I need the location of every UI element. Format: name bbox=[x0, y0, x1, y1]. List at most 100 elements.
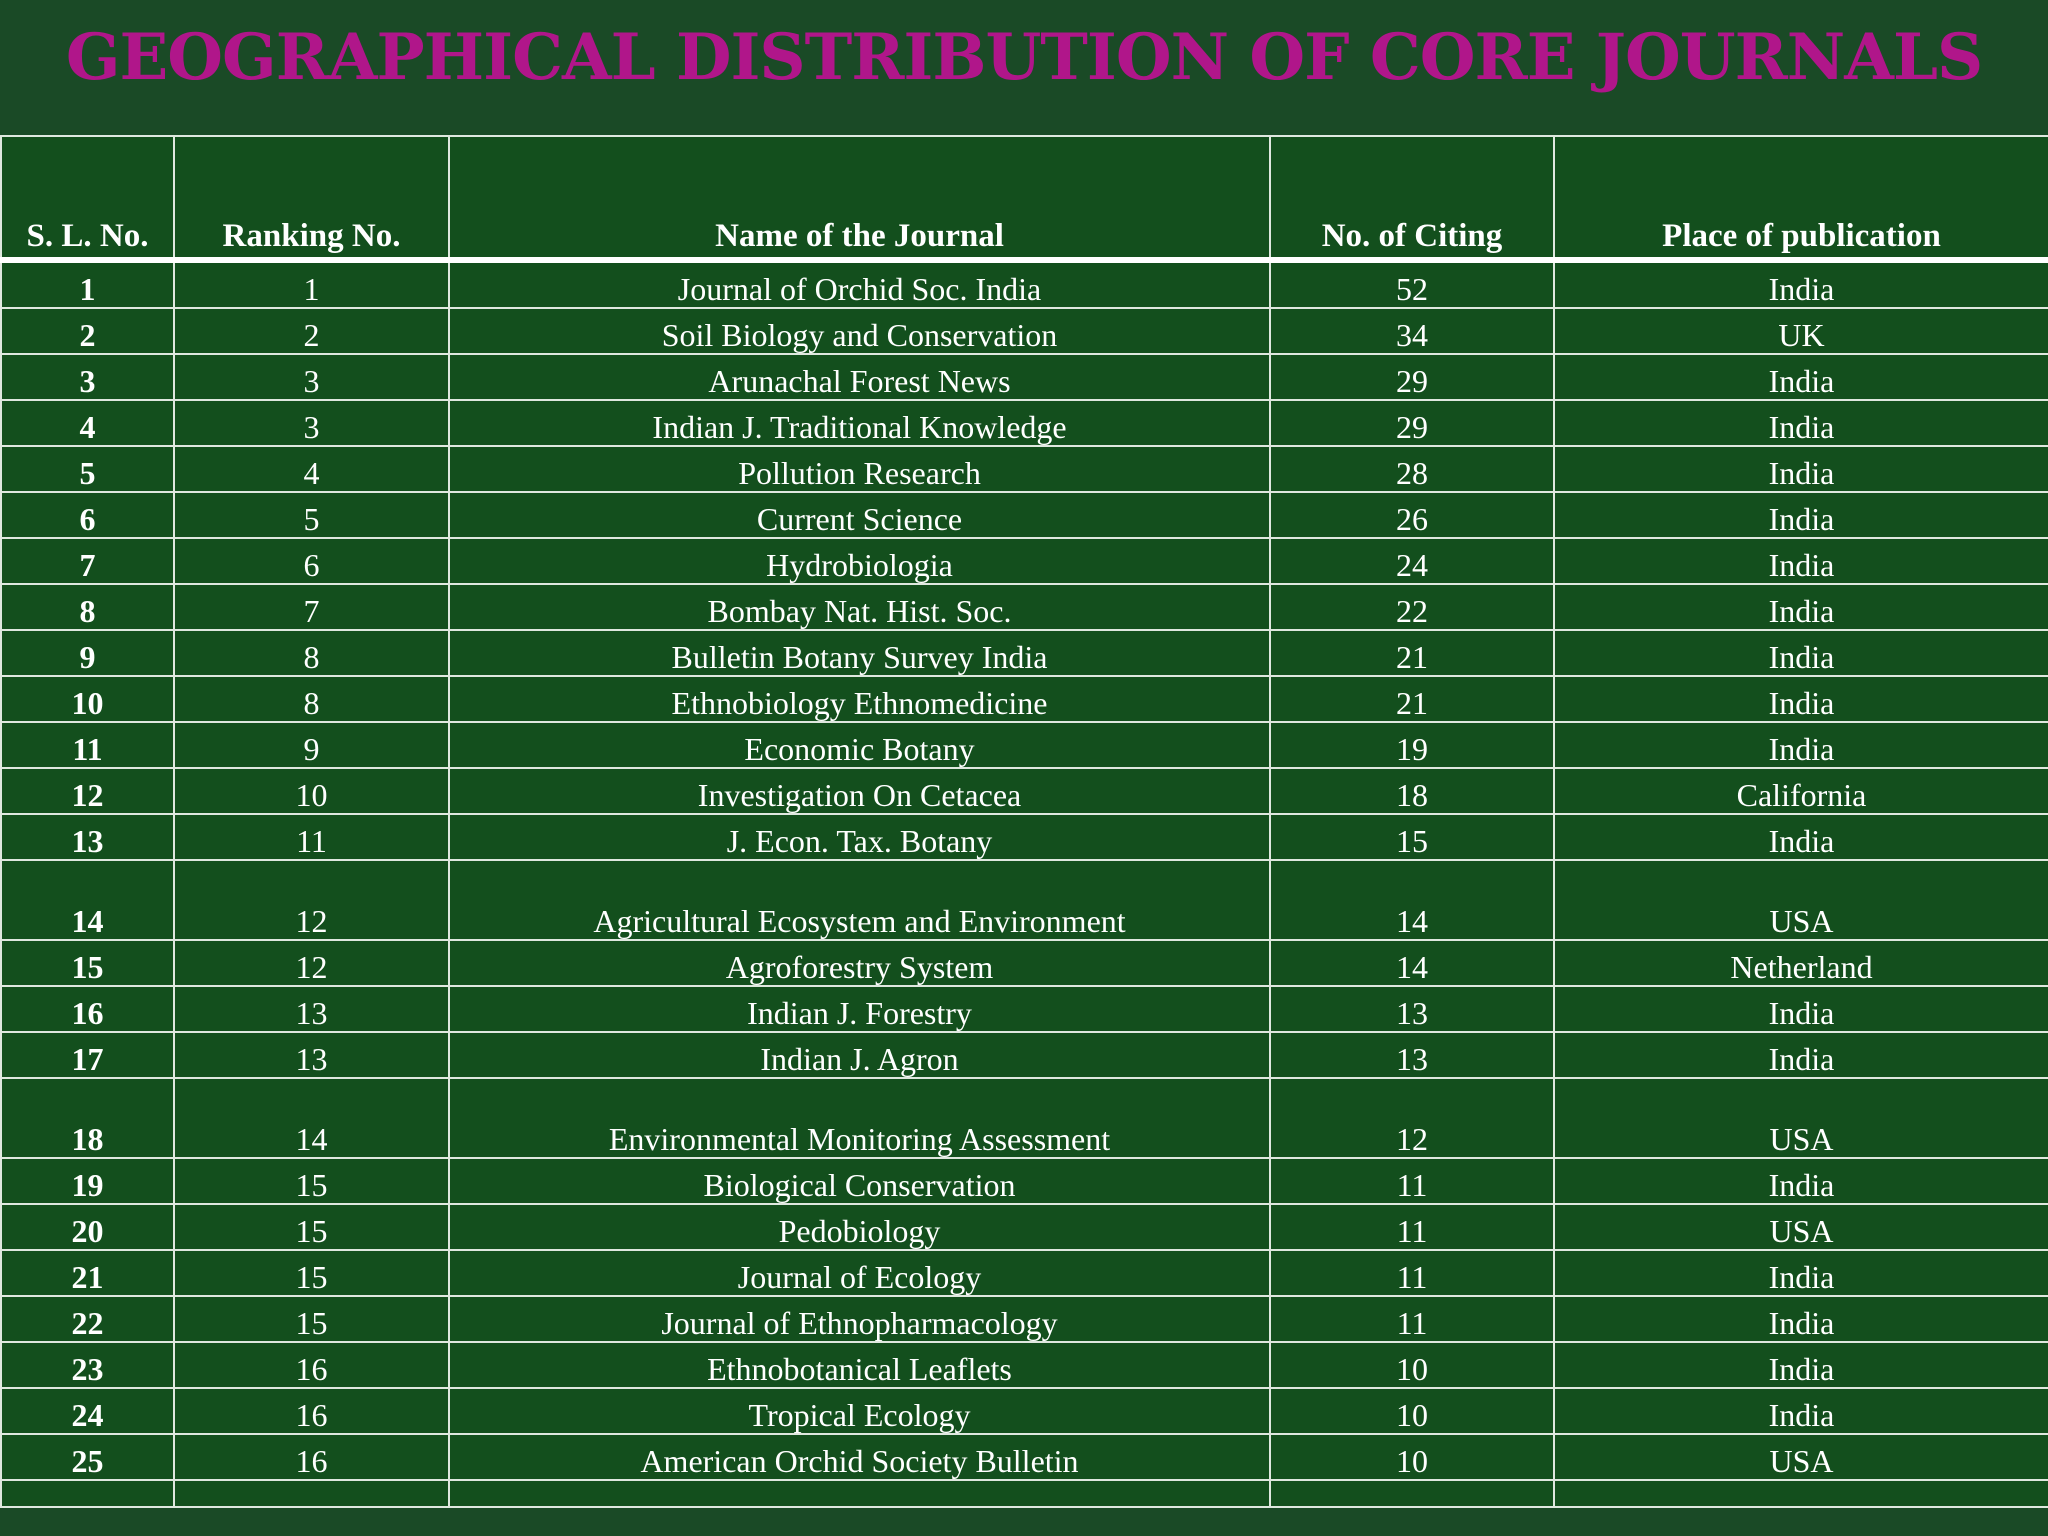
cell-sl-no: 20 bbox=[0, 1203, 175, 1251]
table-row: 3 3 Arunachal Forest News 29 India bbox=[0, 353, 2048, 401]
cell-no-of-citing: 34 bbox=[1269, 307, 1555, 355]
cell-sl-no: 22 bbox=[0, 1295, 175, 1343]
cell-journal-name: Tropical Ecology bbox=[448, 1387, 1271, 1435]
cell-sl-no: 17 bbox=[0, 1031, 175, 1079]
cell-place-of-publication: India bbox=[1553, 399, 2048, 447]
cell-no-of-citing: 21 bbox=[1269, 675, 1555, 723]
table-row: 24 16 Tropical Ecology 10 India bbox=[0, 1387, 2048, 1435]
cell-ranking-no: 9 bbox=[173, 721, 450, 769]
cell-no-of-citing: 11 bbox=[1269, 1249, 1555, 1297]
cell-sl-no: 9 bbox=[0, 629, 175, 677]
table-row: 25 16 American Orchid Society Bulletin 10 US… bbox=[0, 1433, 2048, 1481]
cell-no-of-citing: 10 bbox=[1269, 1387, 1555, 1435]
table-row: 23 16 Ethnobotanical Leaflets 10 India bbox=[0, 1341, 2048, 1389]
cell-journal-name: Indian J. Forestry bbox=[448, 985, 1271, 1033]
cell-place-of-publication: India bbox=[1553, 721, 2048, 769]
header-no-of-citing: No. of Citing bbox=[1269, 135, 1555, 263]
core-journals-table: S. L. No. Ranking No. Name of the Journa… bbox=[0, 135, 2048, 1508]
table-row: 17 13 Indian J. Agron 13 India bbox=[0, 1031, 2048, 1079]
cell-journal-name: Pedobiology bbox=[448, 1203, 1271, 1251]
cell-ranking-no: 8 bbox=[173, 675, 450, 723]
cell-ranking-no: 10 bbox=[173, 767, 450, 815]
cell-no-of-citing: 13 bbox=[1269, 1031, 1555, 1079]
cell-no-of-citing: 18 bbox=[1269, 767, 1555, 815]
cell-ranking-no: 12 bbox=[173, 859, 450, 941]
cell-place-of-publication: India bbox=[1553, 537, 2048, 585]
table-row: 4 3 Indian J. Traditional Knowledge 29 India bbox=[0, 399, 2048, 447]
cell-place-of-publication: USA bbox=[1553, 1433, 2048, 1481]
cell-sl-no: 8 bbox=[0, 583, 175, 631]
cell-journal-name: Bombay Nat. Hist. Soc. bbox=[448, 583, 1271, 631]
cell-place-of-publication: India bbox=[1553, 985, 2048, 1033]
cell-place-of-publication: India bbox=[1553, 1341, 2048, 1389]
table-row: 1 1 Journal of Orchid Soc. India 52 India bbox=[0, 259, 2048, 309]
cell-sl-no: 16 bbox=[0, 985, 175, 1033]
cell-journal-name: Current Science bbox=[448, 491, 1271, 539]
table-row: 5 4 Pollution Research 28 India bbox=[0, 445, 2048, 493]
cell-sl-no: 19 bbox=[0, 1157, 175, 1205]
cell-ranking-no: 3 bbox=[173, 353, 450, 401]
cell-place-of-publication: India bbox=[1553, 1031, 2048, 1079]
empty-cell bbox=[173, 1479, 450, 1508]
cell-sl-no: 1 bbox=[0, 259, 175, 309]
cell-sl-no: 23 bbox=[0, 1341, 175, 1389]
header-journal-name: Name of the Journal bbox=[448, 135, 1271, 263]
cell-ranking-no: 13 bbox=[173, 1031, 450, 1079]
header-place-of-publication: Place of publication bbox=[1553, 135, 2048, 263]
cell-ranking-no: 11 bbox=[173, 813, 450, 861]
cell-journal-name: Economic Botany bbox=[448, 721, 1271, 769]
cell-ranking-no: 6 bbox=[173, 537, 450, 585]
cell-journal-name: Ethnobiology Ethnomedicine bbox=[448, 675, 1271, 723]
cell-journal-name: Indian J. Traditional Knowledge bbox=[448, 399, 1271, 447]
cell-sl-no: 14 bbox=[0, 859, 175, 941]
cell-place-of-publication: India bbox=[1553, 1249, 2048, 1297]
cell-place-of-publication: Netherland bbox=[1553, 939, 2048, 987]
table-body: 1 1 Journal of Orchid Soc. India 52 India 2 2 S… bbox=[0, 259, 2048, 1508]
cell-place-of-publication: India bbox=[1553, 353, 2048, 401]
cell-place-of-publication: India bbox=[1553, 259, 2048, 309]
cell-journal-name: Ethnobotanical Leaflets bbox=[448, 1341, 1271, 1389]
cell-sl-no: 10 bbox=[0, 675, 175, 723]
table-row: 13 11 J. Econ. Tax. Botany 15 India bbox=[0, 813, 2048, 861]
table-row: 11 9 Economic Botany 19 India bbox=[0, 721, 2048, 769]
cell-no-of-citing: 29 bbox=[1269, 353, 1555, 401]
cell-no-of-citing: 21 bbox=[1269, 629, 1555, 677]
cell-ranking-no: 1 bbox=[173, 259, 450, 309]
cell-journal-name: Environmental Monitoring Assessment bbox=[448, 1077, 1271, 1159]
table-row: 9 8 Bulletin Botany Survey India 21 India bbox=[0, 629, 2048, 677]
cell-no-of-citing: 11 bbox=[1269, 1203, 1555, 1251]
cell-place-of-publication: India bbox=[1553, 813, 2048, 861]
empty-cell bbox=[0, 1479, 175, 1508]
table-header-row: S. L. No. Ranking No. Name of the Journa… bbox=[0, 135, 2048, 263]
empty-cell bbox=[1553, 1479, 2048, 1508]
cell-place-of-publication: India bbox=[1553, 445, 2048, 493]
cell-ranking-no: 7 bbox=[173, 583, 450, 631]
cell-place-of-publication: India bbox=[1553, 583, 2048, 631]
cell-journal-name: Hydrobiologia bbox=[448, 537, 1271, 585]
cell-ranking-no: 16 bbox=[173, 1341, 450, 1389]
cell-sl-no: 25 bbox=[0, 1433, 175, 1481]
cell-sl-no: 3 bbox=[0, 353, 175, 401]
cell-journal-name: Journal of Ecology bbox=[448, 1249, 1271, 1297]
cell-no-of-citing: 24 bbox=[1269, 537, 1555, 585]
cell-no-of-citing: 22 bbox=[1269, 583, 1555, 631]
cell-no-of-citing: 15 bbox=[1269, 813, 1555, 861]
cell-journal-name: Indian J. Agron bbox=[448, 1031, 1271, 1079]
cell-no-of-citing: 11 bbox=[1269, 1157, 1555, 1205]
cell-no-of-citing: 14 bbox=[1269, 939, 1555, 987]
table-row: 7 6 Hydrobiologia 24 India bbox=[0, 537, 2048, 585]
cell-ranking-no: 2 bbox=[173, 307, 450, 355]
cell-place-of-publication: India bbox=[1553, 1157, 2048, 1205]
cell-journal-name: Journal of Ethnopharmacology bbox=[448, 1295, 1271, 1343]
cell-ranking-no: 15 bbox=[173, 1295, 450, 1343]
cell-journal-name: Agroforestry System bbox=[448, 939, 1271, 987]
cell-journal-name: American Orchid Society Bulletin bbox=[448, 1433, 1271, 1481]
cell-place-of-publication: USA bbox=[1553, 859, 2048, 941]
table-row-empty bbox=[0, 1479, 2048, 1508]
empty-cell bbox=[448, 1479, 1271, 1508]
cell-sl-no: 4 bbox=[0, 399, 175, 447]
table-row: 12 10 Investigation On Cetacea 18 California bbox=[0, 767, 2048, 815]
cell-place-of-publication: USA bbox=[1553, 1203, 2048, 1251]
cell-no-of-citing: 12 bbox=[1269, 1077, 1555, 1159]
cell-place-of-publication: USA bbox=[1553, 1077, 2048, 1159]
